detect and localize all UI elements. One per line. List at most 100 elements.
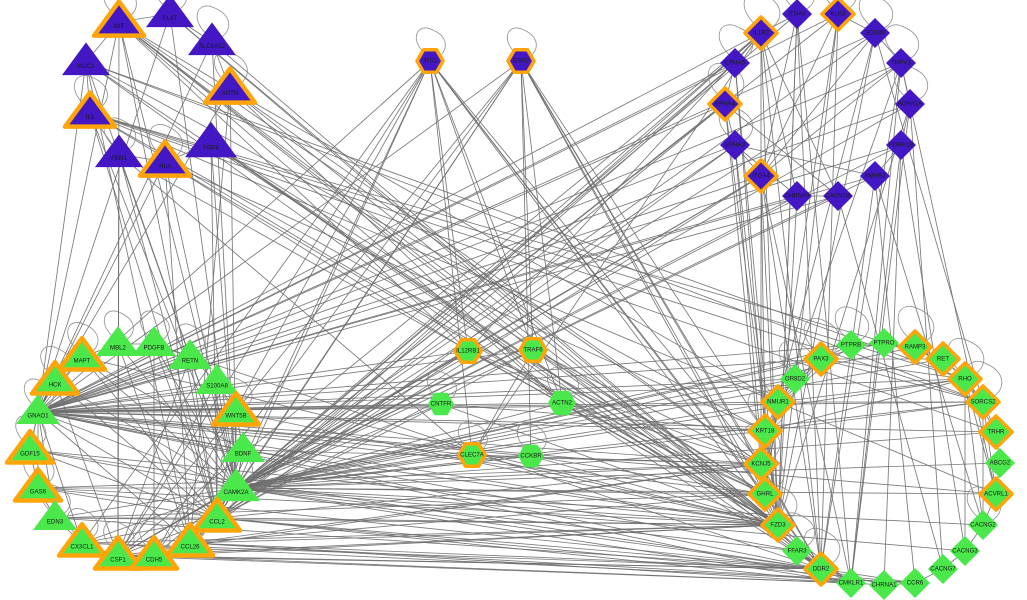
node-shape-diamond[interactable] [760,384,796,420]
node-shape-diamond[interactable] [780,364,810,394]
graph-node[interactable]: TRPV3 [886,48,916,78]
node-shape-diamond[interactable] [925,341,961,377]
node-shape-triangle[interactable] [95,134,143,168]
node-shape-triangle[interactable] [56,521,108,558]
node-shape-triangle[interactable] [191,496,243,533]
graph-node[interactable]: PLAT [146,0,194,28]
graph-node[interactable]: CNTFR [428,392,454,416]
node-shape-triangle[interactable] [195,363,239,395]
node-shape-diamond[interactable] [895,89,925,119]
node-shape-diamond[interactable] [720,130,750,160]
node-shape-diamond[interactable] [886,130,916,160]
node-shape-hexagon[interactable] [518,336,548,364]
graph-node[interactable]: KLK3 [820,0,856,32]
node-shape-diamond[interactable] [965,384,1001,420]
node-shape-triangle[interactable] [137,139,193,178]
graph-node[interactable]: ADRA1A [895,89,925,119]
graph-node[interactable]: SCN3B [860,18,890,48]
node-shape-diamond[interactable] [782,181,812,211]
node-shape-triangle[interactable] [188,22,236,56]
node-shape-triangle[interactable] [146,0,194,28]
node-shape-diamond[interactable] [860,161,890,191]
node-shape-triangle[interactable] [56,335,108,372]
node-shape-diamond[interactable] [978,414,1014,450]
node-shape-diamond[interactable] [985,448,1015,478]
graph-node[interactable]: FFAR3 [782,536,812,566]
node-shape-diamond[interactable] [743,15,779,51]
graph-node[interactable]: ADRA1B [886,130,916,160]
node-shape-triangle[interactable] [33,499,77,531]
graph-node[interactable]: ITGA4 [743,158,779,194]
node-shape-triangle[interactable] [221,431,265,463]
graph-node[interactable]: CACNG2 [968,510,998,540]
node-shape-diamond[interactable] [836,568,866,598]
node-shape-diamond[interactable] [820,0,856,32]
graph-node[interactable]: CLEC7A [457,441,487,469]
graph-node[interactable]: MUC1 [62,42,110,76]
graph-node[interactable]: CHRNA9 [782,181,812,211]
node-shape-diamond[interactable] [782,0,812,29]
graph-node[interactable]: EPHA4 [707,86,743,122]
node-shape-diamond[interactable] [900,568,930,598]
graph-node[interactable]: ESR2 [506,47,536,75]
node-shape-diamond[interactable] [720,48,750,78]
node-shape-diamond[interactable] [743,158,779,194]
node-shape-diamond[interactable] [782,536,812,566]
node-shape-diamond[interactable] [947,361,983,397]
node-shape-diamond[interactable] [823,181,853,211]
node-shape-diamond[interactable] [860,18,890,48]
node-shape-diamond[interactable] [886,48,916,78]
graph-node[interactable]: IL12RB1 [453,337,483,365]
graph-node[interactable]: TRAF6 [518,336,548,364]
graph-node[interactable]: CACNG3 [950,536,980,566]
node-shape-hexagon[interactable] [415,47,445,75]
node-shape-diamond[interactable] [760,507,796,543]
graph-node[interactable]: CACNG8 [823,181,853,211]
node-shape-diamond[interactable] [978,476,1014,512]
graph-node[interactable]: ITGA8 [782,0,812,29]
node-shape-triangle[interactable] [128,534,180,571]
node-shape-hexagon[interactable] [506,47,536,75]
node-shape-diamond[interactable] [747,476,783,512]
node-shape-diamond[interactable] [968,510,998,540]
graph-node[interactable]: ACVRL1 [978,476,1014,512]
node-shape-hexagon[interactable] [457,441,487,469]
graph-node[interactable]: CHRNA1 [869,570,899,600]
graph-node[interactable]: RHO [947,361,983,397]
graph-node[interactable]: ABCG2 [985,448,1015,478]
node-shape-diamond[interactable] [928,554,958,584]
node-shape-diamond[interactable] [869,570,899,600]
node-shape-triangle[interactable] [202,66,258,105]
node-shape-diamond[interactable] [869,328,899,358]
node-shape-diamond[interactable] [950,536,980,566]
graph-node[interactable]: AMHR2 [860,161,890,191]
node-shape-diamond[interactable] [707,86,743,122]
node-shape-triangle[interactable] [212,468,260,502]
node-shape-triangle[interactable] [62,90,118,129]
node-shape-diamond[interactable] [836,330,866,360]
node-shape-hexagon[interactable] [428,392,454,416]
node-shape-diamond[interactable] [897,329,933,365]
node-shape-hexagon[interactable] [548,390,576,416]
node-shape-triangle[interactable] [164,521,216,558]
node-shape-triangle[interactable] [92,534,144,571]
node-shape-triangle[interactable] [168,338,212,370]
graph-node[interactable]: CCR6 [900,568,930,598]
node-shape-triangle[interactable] [62,42,110,76]
node-shape-triangle[interactable] [132,325,176,357]
graph-node[interactable]: CACNG7 [928,554,958,584]
graph-node[interactable]: IL1R2 [743,15,779,51]
node-shape-diamond[interactable] [803,551,839,587]
node-shape-triangle[interactable] [91,0,147,38]
node-shape-diamond[interactable] [803,341,839,377]
node-shape-triangle[interactable] [96,325,140,357]
node-shape-triangle[interactable] [210,390,262,427]
node-shape-triangle[interactable] [29,359,81,396]
graph-node[interactable]: IRS1 [415,47,445,75]
graph-node[interactable]: CMKLR1 [836,568,866,598]
node-shape-diamond[interactable] [747,413,783,449]
node-shape-triangle[interactable] [4,428,56,465]
node-shape-triangle[interactable] [16,393,60,425]
